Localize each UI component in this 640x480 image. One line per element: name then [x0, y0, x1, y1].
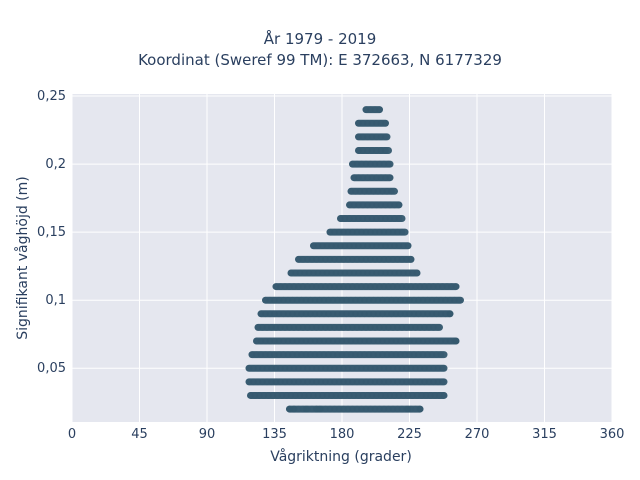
- data-point: [404, 405, 412, 413]
- data-point: [452, 283, 460, 290]
- data-point: [382, 133, 389, 141]
- data-point: [416, 405, 424, 413]
- data-point: [382, 119, 389, 127]
- point-band: [254, 323, 443, 331]
- point-band: [247, 391, 448, 399]
- data-point: [452, 337, 460, 345]
- chart-title-line-1: År 1979 - 2019: [263, 30, 377, 48]
- point-band: [337, 215, 406, 223]
- x-tick-label: 315: [532, 427, 557, 442]
- point-band: [355, 119, 389, 127]
- point-band: [350, 174, 394, 182]
- data-point: [398, 228, 406, 236]
- point-band: [245, 378, 448, 386]
- data-point: [407, 256, 415, 263]
- data-point: [290, 405, 298, 413]
- data-point: [437, 351, 445, 358]
- x-axis-title: Vågriktning (grader): [270, 448, 412, 465]
- point-band: [346, 201, 403, 209]
- point-band: [295, 255, 415, 263]
- data-point: [376, 106, 383, 113]
- x-tick-label: 225: [397, 427, 422, 442]
- point-band: [362, 106, 383, 114]
- x-tick-label: 360: [600, 427, 625, 442]
- point-band: [253, 337, 460, 345]
- point-band: [245, 364, 448, 372]
- point-band: [347, 187, 398, 195]
- y-tick-label: 0,1: [45, 293, 66, 308]
- point-band: [326, 228, 409, 236]
- data-point: [413, 269, 421, 277]
- x-tick-label: 0: [68, 427, 76, 442]
- data-point: [385, 160, 392, 168]
- point-band: [272, 283, 460, 291]
- data-point: [395, 215, 403, 222]
- point-band: [287, 269, 421, 277]
- point-band: [257, 310, 454, 318]
- x-axis-ticks: 0 45 90 135 180 225 270 315 360: [68, 427, 625, 442]
- data-point: [440, 392, 448, 399]
- x-tick-label: 45: [131, 427, 148, 442]
- point-band: [349, 160, 394, 168]
- y-tick-label: 0,05: [37, 361, 66, 376]
- data-point: [386, 174, 394, 182]
- point-band: [355, 133, 391, 141]
- y-tick-label: 0,25: [37, 89, 66, 104]
- point-band: [355, 146, 392, 154]
- y-axis-ticks: 0,05 0,1 0,15 0,2 0,25: [37, 89, 66, 376]
- chart-title-line-2: Koordinat (Sweref 99 TM): E 372663, N 61…: [138, 51, 502, 69]
- point-band: [262, 296, 464, 304]
- data-point: [439, 378, 446, 386]
- data-point: [404, 242, 412, 250]
- data-point: [316, 405, 323, 413]
- y-axis-title: Signifikant våghöjd (m): [14, 176, 31, 339]
- data-point: [302, 405, 310, 413]
- data-points: [245, 106, 464, 413]
- point-band: [248, 351, 448, 359]
- x-tick-label: 135: [262, 427, 287, 442]
- data-point: [446, 310, 454, 318]
- data-point: [455, 296, 463, 304]
- data-point: [382, 147, 389, 154]
- x-tick-label: 180: [330, 427, 355, 442]
- y-tick-label: 0,15: [37, 225, 66, 240]
- data-point: [439, 364, 446, 372]
- point-band: [310, 242, 412, 250]
- x-tick-label: 270: [465, 427, 490, 442]
- data-point: [434, 324, 442, 331]
- y-tick-label: 0,2: [45, 157, 66, 172]
- x-tick-label: 90: [199, 427, 216, 442]
- data-point: [388, 188, 395, 195]
- data-point: [395, 201, 403, 209]
